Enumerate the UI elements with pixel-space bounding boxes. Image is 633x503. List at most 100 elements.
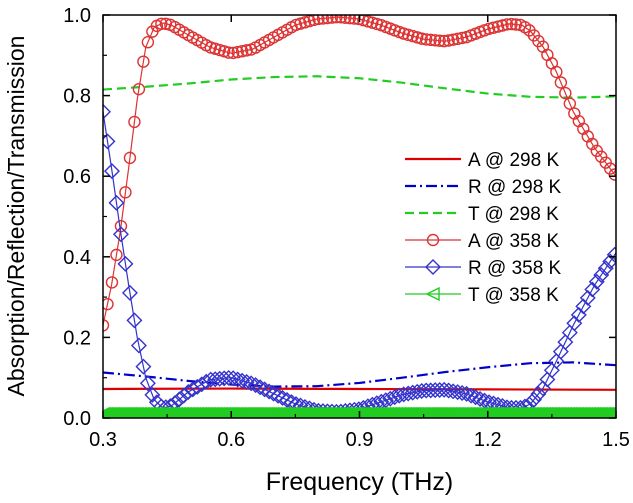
data-point xyxy=(202,371,219,388)
legend-item: T @ 298 K xyxy=(405,204,559,225)
data-point xyxy=(128,115,141,129)
y-tick-label: 1.0 xyxy=(63,5,91,27)
legend-marker xyxy=(425,259,441,275)
data-point xyxy=(261,383,278,400)
data-point xyxy=(126,312,143,329)
data-point xyxy=(419,33,433,46)
data-point xyxy=(433,34,446,47)
data-point xyxy=(458,385,475,402)
legend-label: A @ 358 K xyxy=(468,231,559,252)
data-point xyxy=(584,281,601,298)
data-point xyxy=(442,34,455,47)
data-point xyxy=(415,32,428,45)
data-point xyxy=(491,20,505,33)
data-point xyxy=(231,45,244,59)
data-point xyxy=(243,375,260,392)
legend-marker xyxy=(426,233,440,247)
data-point xyxy=(110,248,123,262)
data-point xyxy=(550,65,563,79)
legend: A @ 298 K R @ 298 K T @ 298 K A @ 358 K R @ … xyxy=(405,150,562,306)
data-point xyxy=(103,103,111,120)
data-point xyxy=(234,372,251,389)
data-point xyxy=(119,186,132,199)
data-point xyxy=(382,390,399,407)
legend-label: R @ 298 K xyxy=(468,177,562,198)
axes-ticks: 0.3 0.6 0.9 1.2 1.5 0.0 0.2 0.4 0.6 0.8 1.0 xyxy=(63,5,630,451)
data-point xyxy=(440,382,457,399)
data-point xyxy=(171,391,188,408)
data-point xyxy=(472,390,489,407)
data-point xyxy=(238,374,255,391)
series-5 xyxy=(103,103,616,418)
plot-contents xyxy=(103,15,616,418)
data-point xyxy=(586,137,599,151)
data-point xyxy=(117,255,134,272)
data-point xyxy=(496,19,509,32)
data-point xyxy=(509,18,523,31)
series-1 xyxy=(103,387,616,391)
data-point xyxy=(588,273,605,290)
data-point xyxy=(559,86,572,100)
data-point xyxy=(437,34,451,48)
data-point xyxy=(454,385,471,402)
data-point xyxy=(279,391,296,408)
data-point xyxy=(103,319,110,332)
data-point xyxy=(155,17,168,30)
data-point xyxy=(103,297,114,311)
data-point xyxy=(247,377,264,394)
series-line-3 xyxy=(103,75,616,99)
data-point xyxy=(123,151,137,165)
series-line-2 xyxy=(103,361,616,388)
data-point xyxy=(482,22,496,35)
y-tick-label: 0.8 xyxy=(63,86,91,108)
data-point xyxy=(339,15,352,24)
data-point xyxy=(395,386,412,403)
data-point xyxy=(211,370,228,387)
x-tick-label: 0.6 xyxy=(217,429,245,451)
legend-label: T @ 298 K xyxy=(468,204,559,225)
data-point xyxy=(487,21,500,34)
data-point xyxy=(321,15,334,25)
data-point xyxy=(446,33,460,46)
data-point xyxy=(265,385,282,402)
legend-label: T @ 358 K xyxy=(468,285,559,306)
legend-item: R @ 298 K xyxy=(405,177,562,198)
y-tick-label: 0.2 xyxy=(63,327,91,349)
data-point xyxy=(132,82,146,96)
data-point xyxy=(307,15,321,27)
data-point xyxy=(235,45,249,58)
data-point xyxy=(500,18,514,31)
data-point xyxy=(121,284,138,301)
data-point xyxy=(103,163,120,180)
data-point xyxy=(400,385,417,402)
data-point xyxy=(141,36,155,49)
legend-marker xyxy=(425,286,440,302)
data-point xyxy=(137,55,150,68)
legend-item: A @ 358 K xyxy=(405,231,559,252)
legend-item: R @ 358 K xyxy=(405,258,562,279)
x-tick-label: 0.9 xyxy=(346,429,374,451)
data-point xyxy=(274,389,291,406)
series-3 xyxy=(103,75,616,99)
data-point xyxy=(554,76,568,89)
data-point xyxy=(144,386,161,403)
data-point xyxy=(386,389,403,406)
data-point xyxy=(105,276,119,289)
data-point xyxy=(325,15,339,24)
data-point xyxy=(139,375,156,392)
data-point xyxy=(597,260,614,277)
data-point xyxy=(530,385,547,402)
x-tick-label: 1.5 xyxy=(602,429,630,451)
data-point xyxy=(602,253,616,270)
data-point xyxy=(222,46,235,59)
data-point xyxy=(409,383,426,400)
data-point xyxy=(334,15,348,24)
data-point xyxy=(312,15,325,26)
data-point xyxy=(505,17,518,31)
data-point xyxy=(428,34,442,47)
data-point xyxy=(330,15,343,24)
data-point xyxy=(525,391,542,408)
data-point xyxy=(463,387,480,404)
